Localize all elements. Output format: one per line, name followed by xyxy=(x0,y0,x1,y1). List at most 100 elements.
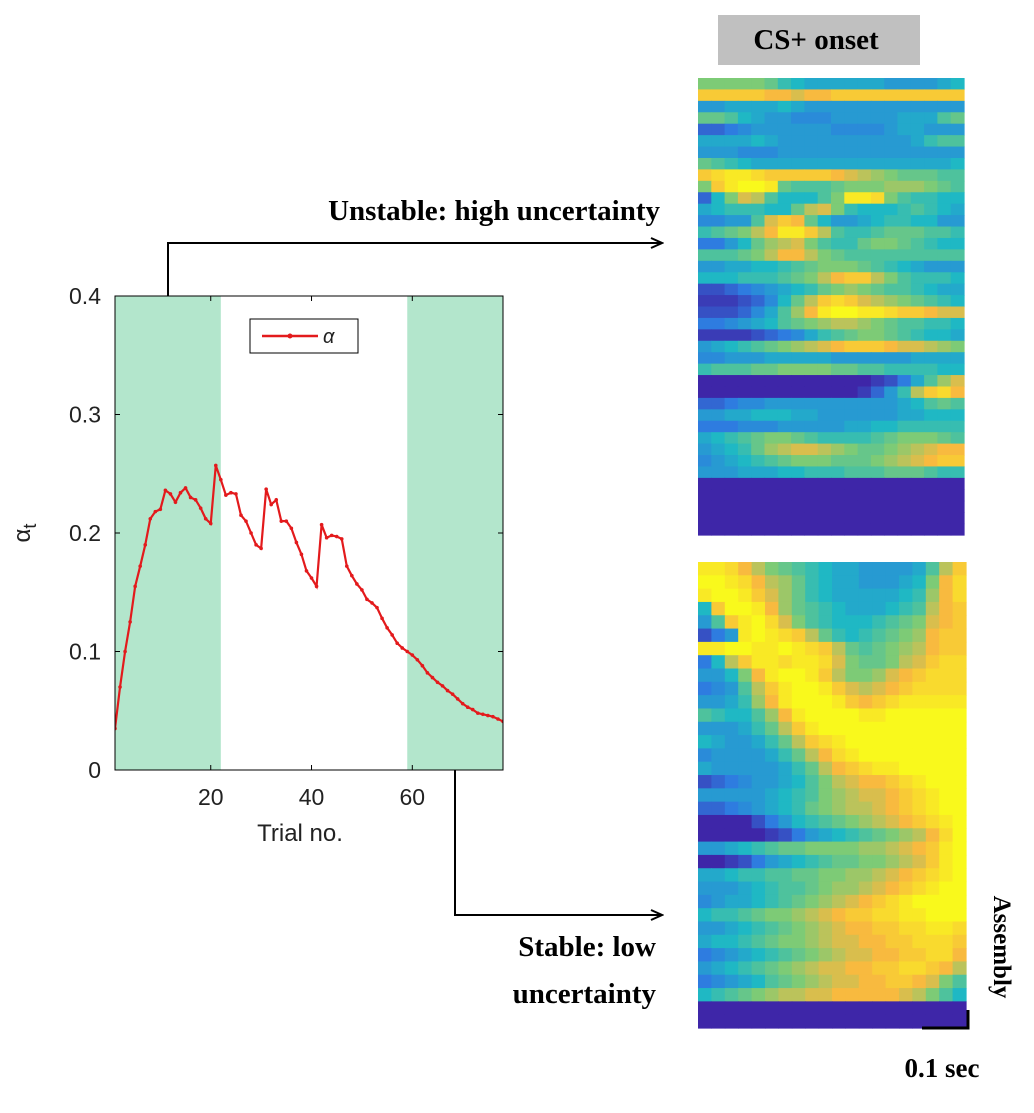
heatmap-cell xyxy=(751,352,766,365)
heatmap-cell xyxy=(698,1001,712,1016)
heatmap-cell xyxy=(925,921,940,936)
heatmap-cell xyxy=(711,641,726,656)
shaded-regions xyxy=(115,296,503,770)
heatmap-cell xyxy=(738,775,753,789)
heatmap-cell xyxy=(950,249,965,262)
heatmap-cell xyxy=(791,432,805,445)
heatmap-cell xyxy=(777,489,792,502)
heatmap-cell xyxy=(764,112,779,125)
heatmap-cell xyxy=(910,409,925,422)
heatmap-cell xyxy=(884,352,899,365)
time-scale-label: 0.1 sec xyxy=(905,1053,980,1083)
heatmap-cell xyxy=(832,735,846,749)
heatmap-cell xyxy=(925,908,940,923)
heatmap-cell xyxy=(751,721,766,736)
heatmap-cell xyxy=(952,788,967,803)
heatmap-cell xyxy=(724,1014,739,1029)
heatmap-cell xyxy=(950,523,965,536)
heatmap-cell xyxy=(858,788,873,803)
heatmap-cell xyxy=(737,512,752,525)
heatmap-cell xyxy=(698,881,712,896)
heatmap-cell xyxy=(870,295,885,308)
heatmap-cell xyxy=(831,443,845,456)
heatmap-cell xyxy=(711,432,726,445)
heatmap-cell xyxy=(791,420,805,433)
heatmap-cell xyxy=(937,466,952,479)
heatmap-cell xyxy=(817,295,832,308)
heatmap-cell xyxy=(751,735,766,749)
heatmap-cell xyxy=(804,203,819,216)
heatmap-cell xyxy=(698,761,712,776)
heatmap-cell xyxy=(884,260,899,273)
heatmap-cell xyxy=(924,237,938,250)
heatmap-cell xyxy=(910,386,925,399)
heatmap-cell xyxy=(804,260,819,273)
heatmap-cell xyxy=(910,283,925,296)
heatmap-cell xyxy=(711,575,726,590)
heatmap-cell xyxy=(885,681,900,696)
heatmap-cell xyxy=(924,135,938,148)
heatmap-cell xyxy=(698,237,712,250)
heatmap-cell xyxy=(884,203,899,216)
heatmap-cell xyxy=(831,215,845,228)
heatmap-cell xyxy=(711,157,726,171)
heatmap-cell xyxy=(924,169,938,182)
heatmap-cell xyxy=(832,628,846,643)
heatmap-cell xyxy=(910,112,925,125)
heatmap-cell xyxy=(897,523,912,536)
heatmap-cell xyxy=(698,934,712,949)
heatmap-cell xyxy=(831,78,845,91)
heatmap-cell xyxy=(884,112,899,125)
heatmap-cell xyxy=(791,854,806,869)
heatmap-cell xyxy=(884,249,899,262)
heatmap-cell xyxy=(817,386,832,399)
heatmap-cell xyxy=(738,974,753,989)
heatmap-cell xyxy=(805,562,820,576)
heatmap-cell xyxy=(897,489,912,502)
heatmap-cell xyxy=(765,681,779,696)
heatmap-cell xyxy=(885,628,900,643)
heatmap-cell xyxy=(765,841,779,856)
heatmap-cell xyxy=(751,988,766,1002)
heatmap-cell xyxy=(724,169,739,182)
heatmap-cell xyxy=(910,432,925,445)
heatmap-cell xyxy=(711,748,726,763)
data-point xyxy=(239,513,243,518)
heatmap-cell xyxy=(737,260,752,273)
heatmap-cell xyxy=(764,169,779,182)
heatmap-cell xyxy=(870,523,885,536)
heatmap-cell xyxy=(724,523,739,536)
heatmap-cell xyxy=(910,249,925,262)
heatmap-cell xyxy=(698,801,712,816)
heatmap-cell xyxy=(737,523,752,536)
heatmap-cell xyxy=(765,641,779,656)
heatmap-cell xyxy=(751,477,766,490)
heatmap-cell xyxy=(832,801,846,816)
heatmap-cell xyxy=(857,123,872,136)
heatmap-cell xyxy=(804,112,819,125)
heatmap-cell xyxy=(937,340,952,353)
data-point xyxy=(299,552,304,557)
heatmap-cell xyxy=(870,260,885,273)
heatmap-cell xyxy=(791,352,805,365)
heatmap-cell xyxy=(751,203,766,216)
heatmap-cell xyxy=(897,203,912,216)
heatmap-cell xyxy=(777,500,792,513)
heatmap-cell xyxy=(858,814,873,829)
heatmap-cell xyxy=(950,215,965,228)
heatmap-cell xyxy=(844,89,859,102)
heatmap-cell xyxy=(724,655,739,670)
heatmap-cell xyxy=(937,375,952,388)
heatmap-cell xyxy=(764,512,779,525)
heatmap-cell xyxy=(778,655,793,670)
heatmap-cell xyxy=(910,215,925,228)
heatmap-cell xyxy=(899,615,913,630)
heatmap-cell xyxy=(872,615,887,630)
heatmap-cell xyxy=(724,828,739,843)
heatmap-cell xyxy=(912,708,927,723)
heatmap-cell xyxy=(778,1001,793,1016)
heatmap-cell xyxy=(872,934,887,949)
heatmap-cell xyxy=(950,78,965,91)
heatmap-cell xyxy=(737,192,752,205)
heatmap-cell xyxy=(698,409,712,422)
